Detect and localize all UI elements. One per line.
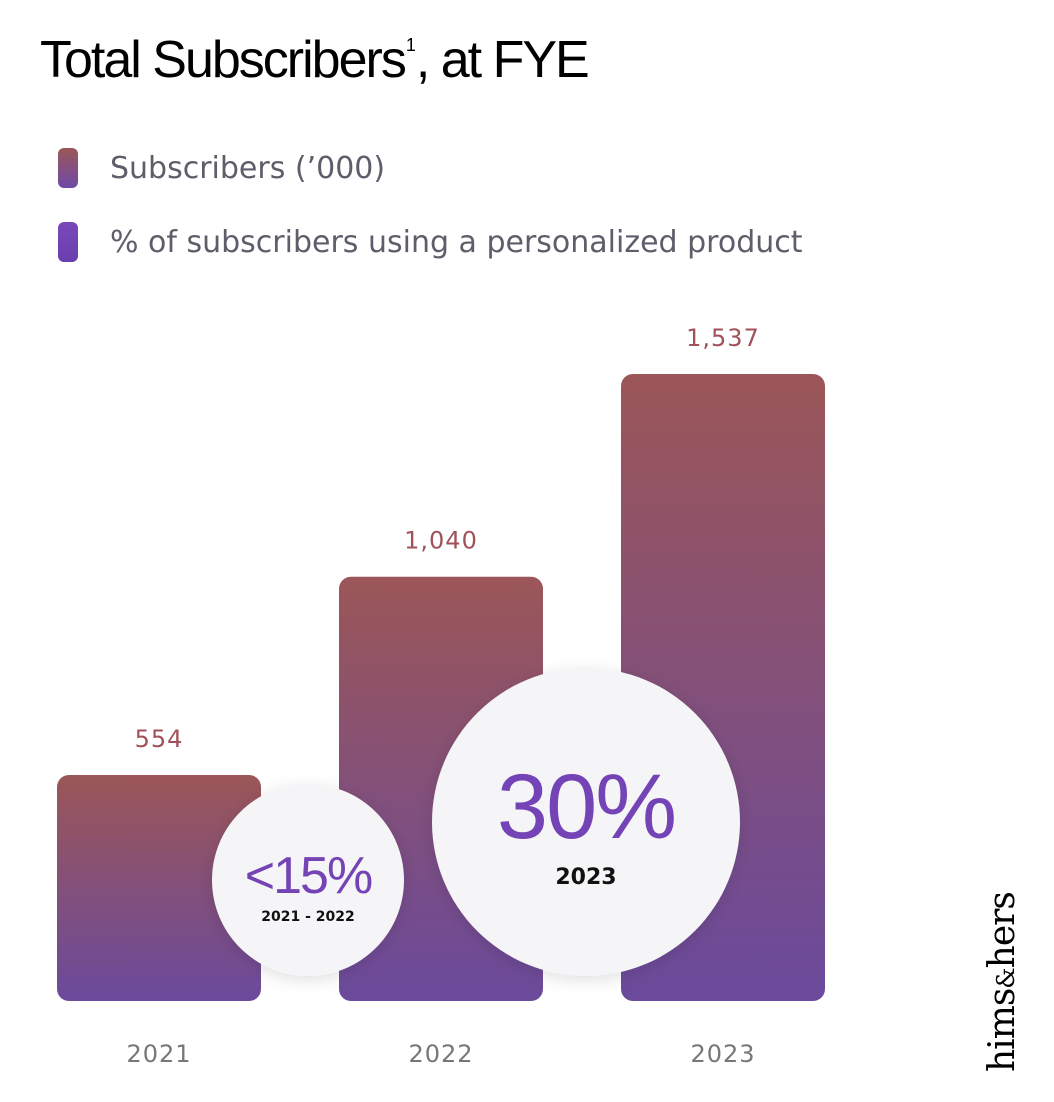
legend-item-subscribers: Subscribers (’000): [58, 148, 385, 188]
logo-word-hims: hims: [982, 988, 1023, 1072]
category-label-2023: 2023: [690, 1040, 755, 1068]
logo-ampersand: &: [992, 968, 1020, 989]
callout-circle-1: [212, 784, 404, 976]
legend-label-subscribers: Subscribers (’000): [110, 150, 386, 186]
page-title-text: Total Subscribers: [40, 31, 407, 89]
callout-period-1: 2021 - 2022: [261, 909, 355, 925]
value-label-2021: 554: [135, 725, 184, 753]
callout-value-1: <15%: [245, 847, 372, 905]
bar-2021: [57, 775, 261, 1001]
hims-hers-logo: hims&hers: [982, 850, 1024, 1072]
callout-circle-2: [432, 668, 740, 976]
category-label-2022: 2022: [408, 1040, 473, 1068]
title-footnote-marker: 1: [405, 35, 416, 55]
legend-item-personalized: % of subscribers using a personalized pr…: [58, 222, 803, 262]
value-label-2022: 1,040: [404, 527, 478, 555]
page-title: Total Subscribers1, at FYE: [40, 30, 590, 90]
legend-swatch-personalized: [58, 222, 78, 262]
page-title-suffix: , at FYE: [415, 31, 590, 89]
callout-value-2: 30%: [497, 756, 675, 858]
category-label-2021: 2021: [126, 1040, 191, 1068]
logo-word-hers: hers: [982, 892, 1023, 969]
value-label-2023: 1,537: [686, 324, 760, 352]
legend-swatch-subscribers: [58, 148, 78, 188]
callout-period-2: 2023: [555, 865, 616, 890]
legend-label-personalized: % of subscribers using a personalized pr…: [110, 224, 803, 260]
logo-text: hims&hers: [982, 892, 1024, 1072]
